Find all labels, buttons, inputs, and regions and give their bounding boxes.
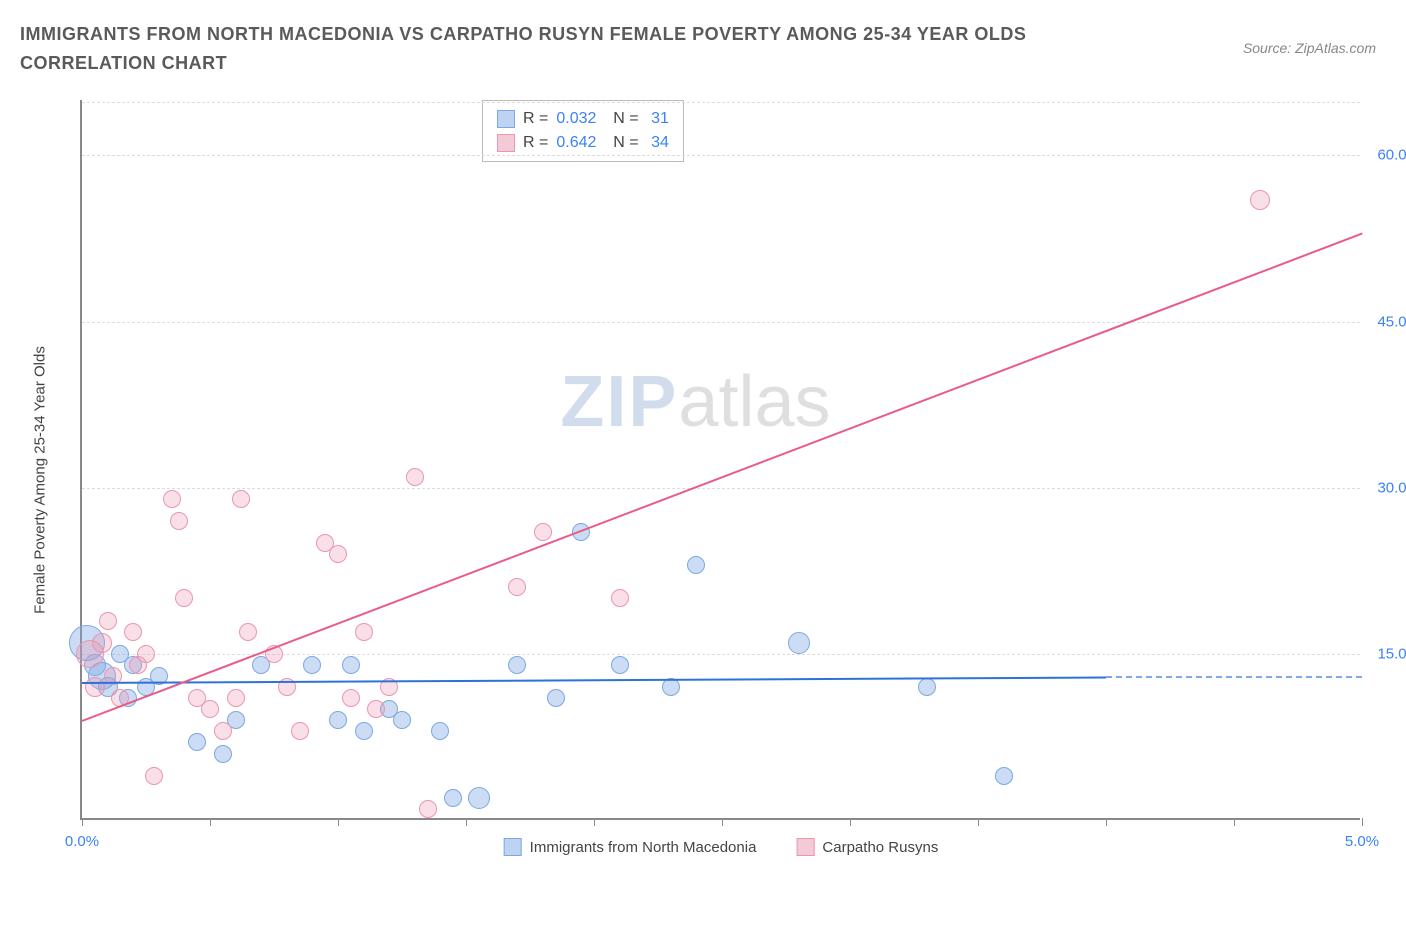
data-point [355, 623, 373, 641]
x-tick [1106, 818, 1107, 826]
watermark: ZIPatlas [560, 361, 830, 443]
data-point [291, 722, 309, 740]
data-point [687, 556, 705, 574]
legend-row: R = 0.032 N = 31 [497, 107, 669, 131]
x-tick [82, 818, 83, 826]
data-point [214, 745, 232, 763]
legend-swatch [796, 838, 814, 856]
data-point [1250, 190, 1270, 210]
data-point [85, 677, 105, 697]
data-point [406, 468, 424, 486]
legend-r-value: 0.032 [556, 107, 596, 131]
chart-container: Female Poverty Among 25-34 Year Olds ZIP… [50, 100, 1380, 860]
x-tick [978, 818, 979, 826]
gridline [82, 102, 1360, 103]
legend-n-value: 34 [647, 131, 669, 155]
data-point [995, 767, 1013, 785]
x-tick [1234, 818, 1235, 826]
x-tick-label: 0.0% [65, 833, 99, 850]
y-axis-label: Female Poverty Among 25-34 Year Olds [32, 346, 49, 614]
trend-line [82, 676, 1106, 684]
data-point [342, 656, 360, 674]
data-point [468, 787, 490, 809]
data-point [508, 578, 526, 596]
legend-swatch [504, 838, 522, 856]
data-point [214, 722, 232, 740]
data-point [329, 711, 347, 729]
chart-title: IMMIGRANTS FROM NORTH MACEDONIA VS CARPA… [20, 20, 1100, 78]
x-tick [594, 818, 595, 826]
watermark-atlas: atlas [678, 362, 830, 442]
correlation-legend: R = 0.032 N = 31R = 0.642 N = 34 [482, 100, 684, 162]
data-point [918, 678, 936, 696]
trend-line [82, 233, 1363, 722]
data-point [393, 711, 411, 729]
data-point [611, 656, 629, 674]
y-tick-label: 15.0% [1377, 645, 1406, 662]
gridline [82, 488, 1360, 489]
legend-n-label: N = [604, 131, 638, 155]
x-tick [338, 818, 339, 826]
data-point [611, 589, 629, 607]
y-tick-label: 60.0% [1377, 147, 1406, 164]
x-tick [722, 818, 723, 826]
data-point [419, 800, 437, 818]
legend-row: R = 0.642 N = 34 [497, 131, 669, 155]
data-point [431, 722, 449, 740]
legend-label: Immigrants from North Macedonia [530, 839, 757, 856]
data-point [227, 689, 245, 707]
gridline [82, 322, 1360, 323]
data-point [232, 490, 250, 508]
legend-swatch [497, 110, 515, 128]
data-point [788, 632, 810, 654]
y-tick-label: 30.0% [1377, 479, 1406, 496]
y-tick-label: 45.0% [1377, 313, 1406, 330]
source-attribution: Source: ZipAtlas.com [1243, 40, 1376, 56]
watermark-zip: ZIP [560, 362, 678, 442]
legend-r-value: 0.642 [556, 131, 596, 155]
data-point [355, 722, 373, 740]
legend-swatch [497, 134, 515, 152]
data-point [137, 645, 155, 663]
data-point [444, 789, 462, 807]
data-point [99, 612, 117, 630]
legend-item: Immigrants from North Macedonia [504, 838, 757, 856]
data-point [239, 623, 257, 641]
legend-r-label: R = [523, 107, 548, 131]
data-point [170, 512, 188, 530]
plot-area: ZIPatlas R = 0.032 N = 31R = 0.642 N = 3… [80, 100, 1360, 820]
data-point [188, 733, 206, 751]
data-point [367, 700, 385, 718]
data-point [329, 545, 347, 563]
data-point [145, 767, 163, 785]
data-point [175, 589, 193, 607]
legend-label: Carpatho Rusyns [822, 839, 938, 856]
data-point [508, 656, 526, 674]
x-tick [210, 818, 211, 826]
x-tick [850, 818, 851, 826]
data-point [163, 490, 181, 508]
data-point [342, 689, 360, 707]
data-point [534, 523, 552, 541]
legend-r-label: R = [523, 131, 548, 155]
x-tick [1362, 818, 1363, 826]
gridline [82, 155, 1360, 156]
data-point [201, 700, 219, 718]
data-point [124, 623, 142, 641]
trend-line [1106, 676, 1362, 678]
legend-item: Carpatho Rusyns [796, 838, 938, 856]
legend-n-label: N = [604, 107, 638, 131]
data-point [303, 656, 321, 674]
data-point [92, 633, 112, 653]
x-tick [466, 818, 467, 826]
legend-n-value: 31 [647, 107, 669, 131]
data-point [547, 689, 565, 707]
x-tick-label: 5.0% [1345, 833, 1379, 850]
series-legend: Immigrants from North Macedonia Carpatho … [504, 838, 939, 856]
